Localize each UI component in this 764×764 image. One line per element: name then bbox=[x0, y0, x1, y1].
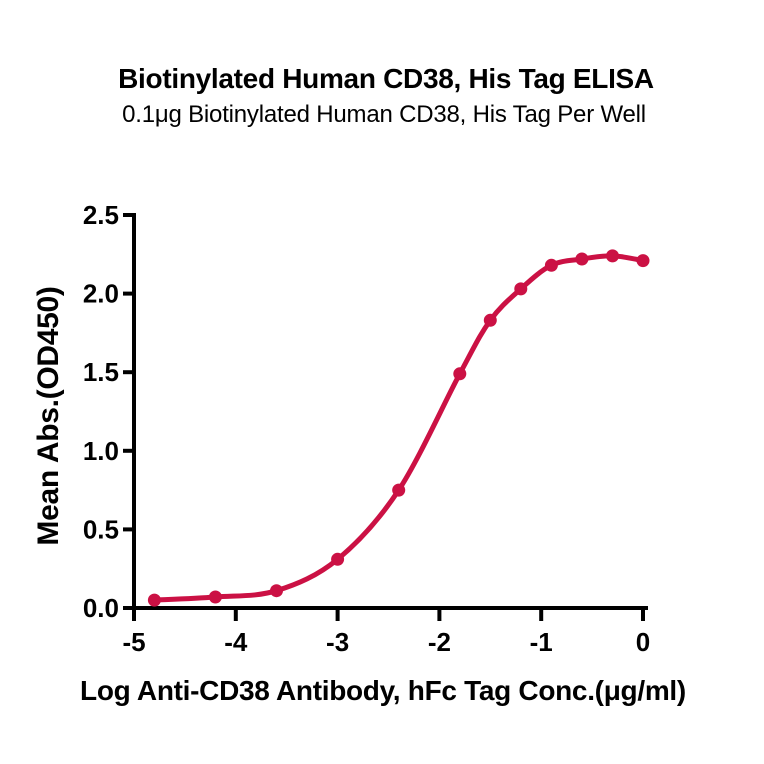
data-point bbox=[575, 252, 589, 266]
data-point bbox=[636, 254, 650, 268]
y-tick-label: 2.5 bbox=[83, 200, 119, 230]
data-point bbox=[606, 249, 619, 263]
data-point bbox=[453, 367, 467, 381]
data-point bbox=[514, 282, 528, 296]
x-tick-label: -4 bbox=[224, 627, 248, 657]
chart-subtitle: 0.1μg Biotinylated Human CD38, His Tag P… bbox=[122, 101, 646, 128]
y-axis-label: Mean Abs.(OD450) bbox=[32, 286, 65, 545]
fit-curve bbox=[151, 253, 646, 603]
y-tick-label: 0.0 bbox=[83, 593, 119, 623]
y-tick-label: 2.0 bbox=[83, 279, 119, 309]
data-point bbox=[331, 552, 345, 566]
chart-title: Biotinylated Human CD38, His Tag ELISA bbox=[118, 63, 654, 94]
y-tick-label: 1.5 bbox=[83, 357, 119, 387]
y-tick-label: 0.5 bbox=[83, 514, 119, 544]
x-tick-label: -2 bbox=[428, 627, 451, 657]
data-point bbox=[147, 593, 161, 607]
data-point bbox=[270, 584, 283, 598]
y-tick-label: 1.0 bbox=[83, 436, 119, 466]
x-tick-label: 0 bbox=[636, 627, 650, 657]
plot-area: 0.0 0.5 1.0 1.5 2.0 2.5 -5 -4 -3 -2 -1 0 bbox=[83, 200, 650, 657]
data-point bbox=[392, 483, 406, 497]
x-tick-label: -5 bbox=[122, 627, 145, 657]
x-tick-label: -3 bbox=[326, 627, 349, 657]
data-point bbox=[544, 258, 558, 272]
data-point bbox=[208, 590, 222, 604]
data-point bbox=[483, 313, 497, 327]
x-tick-label: -1 bbox=[530, 627, 553, 657]
x-axis-label: Log Anti-CD38 Antibody, hFc Tag Conc.(μg… bbox=[80, 675, 686, 706]
